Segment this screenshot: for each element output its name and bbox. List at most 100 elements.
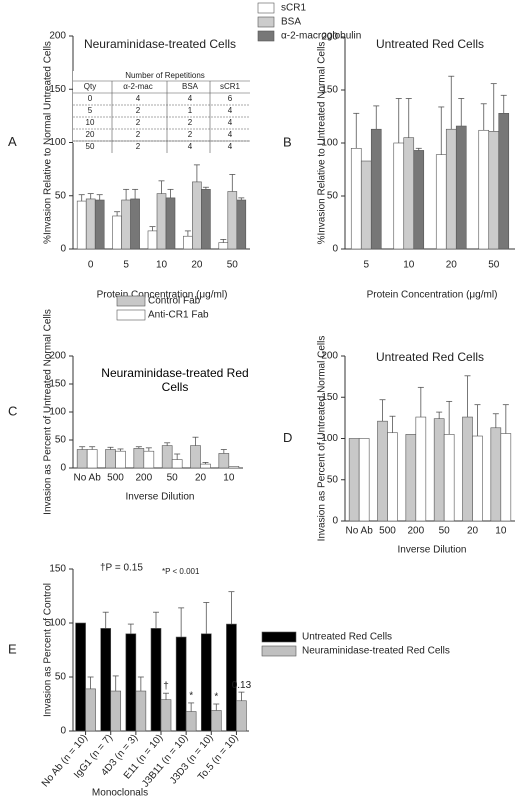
chart-title-box: Neuraminidase-treated Red Cells [101, 366, 249, 394]
y-tick-label: 150 [321, 392, 338, 403]
panel-letter: A [8, 134, 17, 149]
table-cell: 4 [188, 142, 193, 151]
table-cell: 4 [188, 94, 193, 103]
panel-letter: C [8, 403, 17, 418]
bar [387, 432, 398, 522]
bar [133, 448, 145, 469]
table-cell: 5 [88, 106, 93, 115]
bar [226, 623, 237, 732]
legend-label: Neuraminidase-treated Red Cells [302, 646, 450, 657]
y-axis-label: %Invasion Relative to Normal Untreated C… [43, 41, 54, 244]
chart-title: Untreated Red Cells [376, 350, 484, 364]
bar-marker: † [163, 681, 169, 692]
legend-swatch [116, 309, 146, 321]
bar [156, 193, 167, 250]
x-tick-label: 50 [227, 260, 239, 271]
legend-label: BSA [281, 17, 301, 28]
table-cell: 1 [188, 106, 193, 115]
bar [358, 438, 370, 522]
y-tick-label: 100 [49, 137, 66, 148]
bar [185, 711, 197, 732]
y-tick-label: 50 [55, 672, 67, 683]
table-cell: 4 [136, 94, 141, 103]
table-background [73, 71, 250, 143]
bar-marker: * [189, 691, 193, 702]
bar [478, 129, 490, 250]
legend-label: Untreated Red Cells [302, 632, 392, 643]
y-tick-label: 50 [327, 191, 339, 202]
bar [121, 199, 131, 250]
bar [147, 230, 158, 250]
x-axis-label: Protein Concentration (μg/ml) [367, 290, 498, 301]
x-tick-label: 50 [439, 526, 451, 537]
x-tick-label: 50 [167, 473, 179, 484]
table-cell: 2 [188, 118, 193, 127]
bar [76, 449, 88, 469]
x-tick-label: 5 [363, 260, 369, 271]
y-tick-label: 100 [321, 138, 338, 149]
x-tick-label: 10 [403, 260, 415, 271]
bar [183, 235, 193, 250]
bar [445, 128, 457, 250]
bar [377, 420, 388, 522]
table-header: BSA [182, 82, 199, 91]
bar [490, 427, 502, 522]
x-axis-label: Protein Concentration (μg/ml) [97, 290, 228, 301]
bar [100, 628, 112, 732]
bar [130, 198, 140, 250]
bar [160, 699, 172, 732]
y-tick-label: 50 [327, 474, 339, 485]
bar [415, 416, 427, 522]
legend-swatch [261, 645, 297, 657]
y-axis-label: Invasion as Percent of Untreated Normal … [317, 336, 328, 542]
chart-title: Untreated Red Cells [376, 37, 484, 51]
table-cell: 0 [88, 94, 93, 103]
bar [413, 150, 425, 250]
bar [135, 690, 147, 732]
x-tick-label: 10 [495, 526, 507, 537]
legend-swatch [257, 30, 275, 42]
x-tick-label: No Ab [346, 526, 374, 537]
y-tick-label: 0 [60, 244, 66, 255]
bar [143, 450, 155, 469]
bar [472, 435, 483, 522]
bar [370, 128, 382, 250]
bar [201, 189, 211, 250]
bar [112, 215, 122, 250]
bar [393, 142, 405, 250]
y-tick-label: 200 [49, 31, 66, 42]
bar [435, 154, 447, 250]
table-cell: 20 [86, 130, 95, 139]
y-tick-label: 200 [49, 351, 66, 362]
table-cell: 2 [188, 130, 193, 139]
legend-label: Control Fab [148, 296, 201, 307]
panel-letter: B [283, 134, 292, 149]
table-cell: 2 [136, 142, 141, 151]
bar [200, 463, 211, 469]
x-tick-label: 500 [379, 526, 396, 537]
bar [94, 199, 105, 250]
bar [125, 633, 137, 732]
legend-swatch [257, 16, 275, 28]
annotation: *P < 0.001 [162, 567, 200, 576]
y-axis-label: Invasion as Percent of Untreated Normal … [43, 309, 54, 515]
x-axis-label: Inverse Dilution [126, 492, 195, 503]
bar [403, 137, 415, 250]
y-tick-label: 50 [55, 435, 67, 446]
x-tick-label: 200 [407, 526, 424, 537]
chart-title: Neuraminidase-treated Red Cells [101, 366, 249, 394]
x-axis-label: Inverse Dilution [398, 545, 467, 556]
x-tick-label: 20 [467, 526, 479, 537]
table-cell: 6 [228, 94, 233, 103]
bar [360, 160, 372, 250]
bar [110, 690, 122, 732]
bar [76, 200, 87, 250]
y-tick-label: 150 [321, 85, 338, 96]
x-tick-label: 20 [446, 260, 458, 271]
table-cell: 4 [228, 142, 233, 151]
x-tick-label: No Ab [74, 473, 102, 484]
bar [228, 466, 240, 469]
y-tick-label: 200 [321, 351, 338, 362]
y-axis-label: %Invasion Relative to Untreated Normal C… [317, 42, 328, 245]
table-cell: 4 [228, 130, 233, 139]
